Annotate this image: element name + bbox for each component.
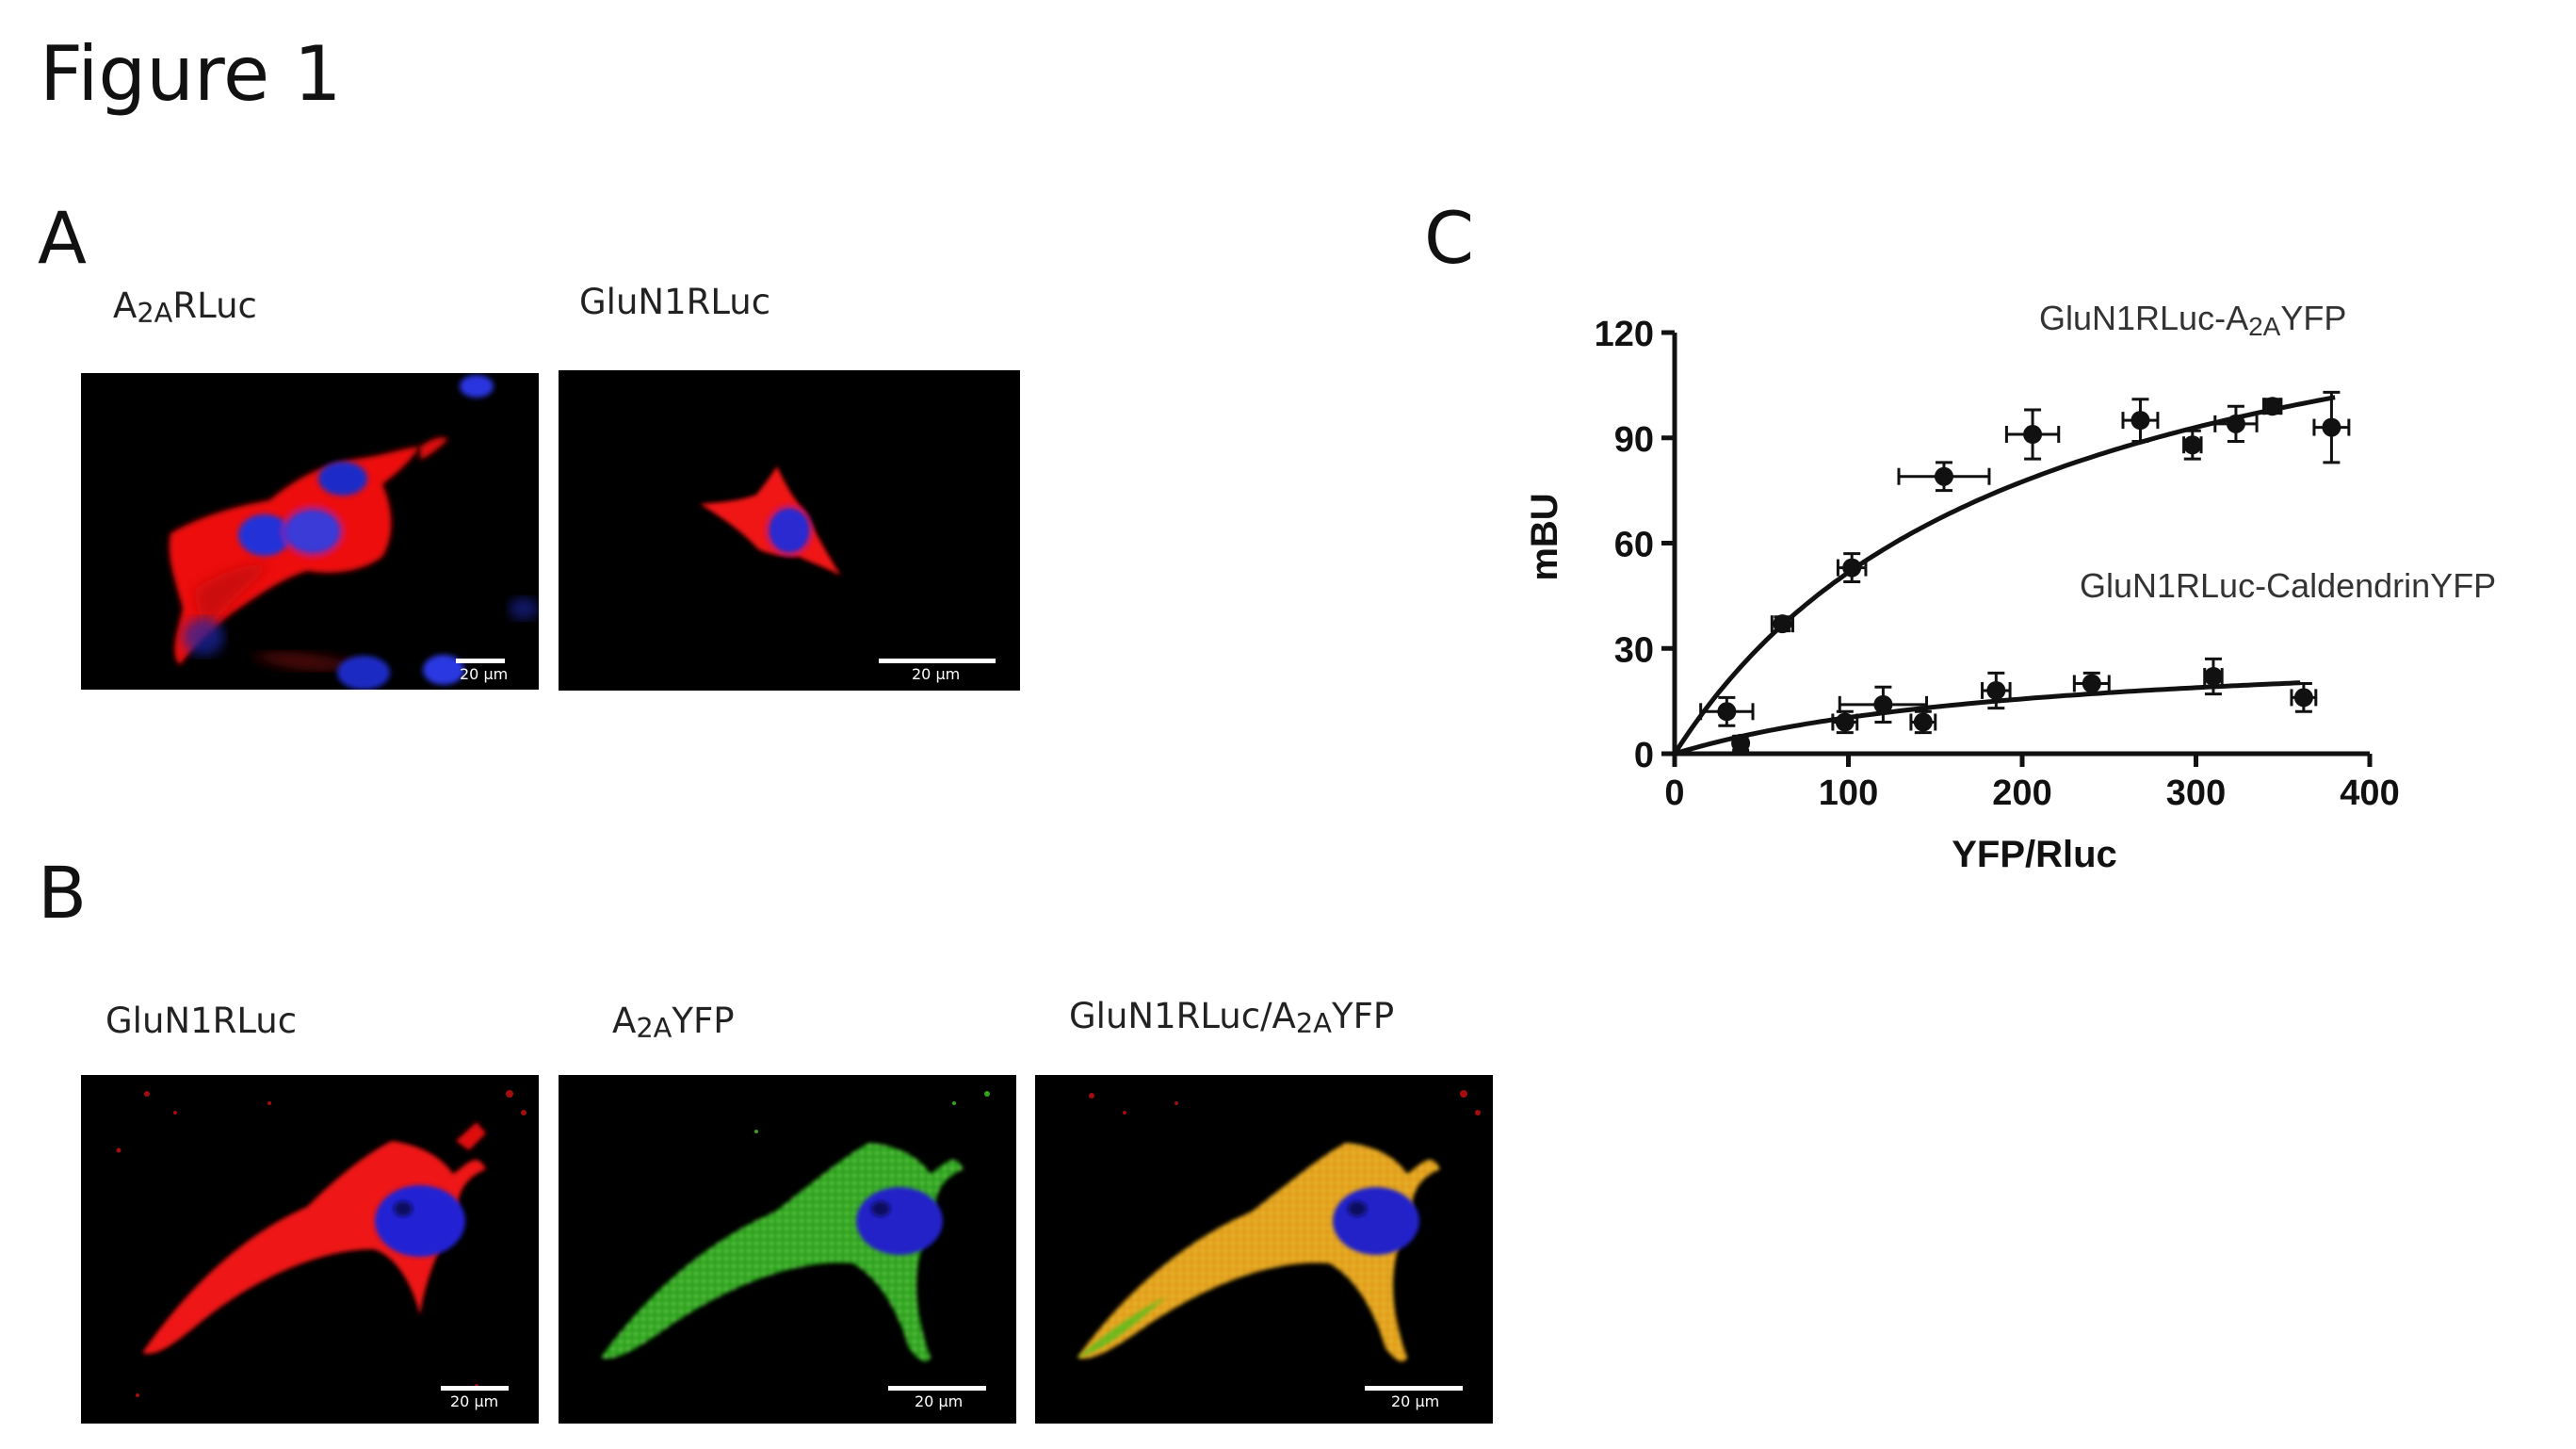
x-tick-label: 0 xyxy=(1664,773,1684,813)
x-tick-label: 200 xyxy=(1992,773,2051,813)
bret-saturation-chart: 0 30 60 90 120 0 100 200 300 400 YFP/Rluc mBU Glu… xyxy=(1524,301,2496,875)
data-point xyxy=(2261,397,2283,416)
panel-b-letter: B xyxy=(38,851,88,935)
data-point xyxy=(1897,461,1991,493)
panel-a-image-2-label: GluN1RLuc xyxy=(579,282,771,322)
y-tick-label: 0 xyxy=(1634,736,1654,775)
scale-bar xyxy=(456,659,505,663)
micrograph-a2a-rluc: 20 µm xyxy=(81,373,539,690)
micrograph-glun1-rluc-image xyxy=(700,466,841,576)
point-marker xyxy=(2262,397,2282,416)
panel-a-image-1-label: A2ARLuc xyxy=(113,285,257,330)
data-point xyxy=(1770,614,1794,634)
x-tick-label: 400 xyxy=(2340,773,2399,813)
point-marker xyxy=(2023,425,2043,445)
scale-bar-label: 20 µm xyxy=(915,1392,964,1410)
y-tick-label: 90 xyxy=(1614,420,1654,460)
point-marker xyxy=(1717,702,1737,722)
panel-b-image-2-label: A2AYFP xyxy=(612,1001,735,1045)
red-channel-cells xyxy=(169,437,448,671)
data-point xyxy=(2290,682,2318,713)
scale-bar-label: 20 µm xyxy=(912,665,961,683)
data-point xyxy=(1831,709,1859,735)
point-marker xyxy=(2203,667,2223,687)
micrograph-a2a-rluc-image xyxy=(169,375,539,690)
x-tick-label: 100 xyxy=(1819,773,1878,813)
y-tick-label: 120 xyxy=(1595,315,1654,354)
data-point xyxy=(1909,709,1937,735)
data-point xyxy=(1836,552,1868,583)
data-point xyxy=(1731,733,1751,753)
point-marker xyxy=(1842,558,1862,578)
micrograph-glun1-rluc-b-image xyxy=(116,1090,527,1397)
micrograph-merge: 20 µm xyxy=(1035,1075,1493,1424)
point-marker xyxy=(1873,694,1893,714)
panel-b-image-3-label: GluN1RLuc/A2AYFP xyxy=(1069,996,1395,1040)
data-point xyxy=(2072,671,2111,696)
point-marker xyxy=(2130,411,2150,431)
point-marker xyxy=(1934,466,1953,486)
point-marker xyxy=(2322,417,2341,437)
data-point xyxy=(2213,404,2259,443)
point-marker xyxy=(1731,733,1751,753)
x-axis-label: YFP/Rluc xyxy=(1952,834,2117,875)
figure-title: Figure 1 xyxy=(40,30,342,118)
series-label-caldendrin-yfp: GluN1RLuc-CaldendrinYFP xyxy=(2080,566,2496,605)
scale-bar-label: 20 µm xyxy=(460,665,509,683)
data-point xyxy=(2121,398,2160,443)
scale-bar xyxy=(441,1386,509,1391)
chart-ticks: 0 30 60 90 120 0 100 200 300 400 xyxy=(1595,315,2400,813)
scale-bar xyxy=(888,1386,986,1391)
data-point xyxy=(2004,408,2061,461)
y-tick-label: 60 xyxy=(1614,526,1654,565)
scale-bar xyxy=(1365,1386,1463,1391)
point-marker xyxy=(1773,614,1792,634)
point-marker xyxy=(1986,680,2006,700)
scale-bar xyxy=(879,659,996,663)
micrograph-a2a-yfp-image xyxy=(601,1091,990,1362)
panel-a-letter: A xyxy=(38,196,87,280)
nuclei-blue xyxy=(183,375,539,690)
y-tick-label: 30 xyxy=(1614,630,1654,670)
point-marker xyxy=(1835,712,1855,732)
micrograph-glun1-rluc-b: 20 µm xyxy=(81,1075,539,1424)
panel-c-letter: C xyxy=(1424,196,1475,280)
chart-points xyxy=(1699,390,2351,753)
point-marker xyxy=(2082,674,2101,693)
fit-curve-1 xyxy=(1674,680,2301,757)
scale-bar-label: 20 µm xyxy=(1391,1392,1440,1410)
scale-bar-label: 20 µm xyxy=(450,1392,499,1410)
data-point xyxy=(2182,429,2203,461)
point-marker xyxy=(2226,414,2245,433)
point-marker xyxy=(1913,712,1933,732)
data-point xyxy=(1699,695,1755,727)
series-label-a2a-yfp: GluN1RLuc-A2AYFP xyxy=(2039,301,2346,341)
chart-axes xyxy=(1672,333,2370,757)
point-marker xyxy=(2293,688,2313,708)
micrograph-glun1-rluc: 20 µm xyxy=(559,370,1020,691)
data-point xyxy=(1838,685,1929,724)
point-marker xyxy=(2182,435,2202,455)
panel-b-image-1-label: GluN1RLuc xyxy=(105,1001,298,1041)
micrograph-merge-image xyxy=(1077,1090,1481,1362)
micrograph-a2a-yfp: 20 µm xyxy=(559,1075,1016,1424)
data-point xyxy=(1981,671,2012,710)
data-point xyxy=(2312,390,2351,464)
x-tick-label: 300 xyxy=(2166,773,2226,813)
y-axis-label: mBU xyxy=(1524,493,1565,580)
data-point xyxy=(2203,657,2224,696)
